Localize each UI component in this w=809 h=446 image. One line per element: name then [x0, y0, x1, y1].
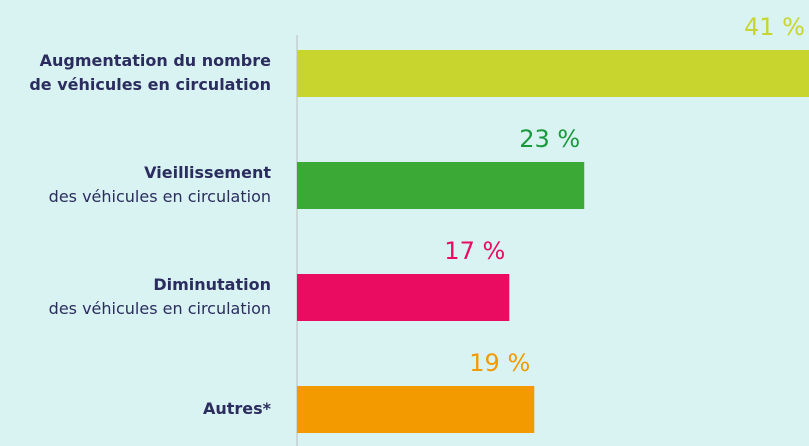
bar — [297, 274, 510, 321]
bar — [297, 162, 585, 209]
category-label: Vieillissement — [144, 163, 271, 182]
category-label: de véhicules en circulation — [29, 75, 271, 94]
category-label: des véhicules en circulation — [49, 299, 271, 318]
value-label: 17 % — [444, 237, 505, 265]
category-label: Autres* — [203, 399, 272, 418]
value-label: 23 % — [519, 125, 580, 153]
value-label: 41 % — [744, 13, 805, 41]
value-label: 19 % — [469, 349, 530, 377]
category-label: Diminutation — [153, 275, 271, 294]
bar — [297, 386, 535, 433]
bar — [297, 50, 809, 97]
category-label: Augmentation du nombre — [40, 51, 271, 70]
category-label: des véhicules en circulation — [49, 187, 271, 206]
